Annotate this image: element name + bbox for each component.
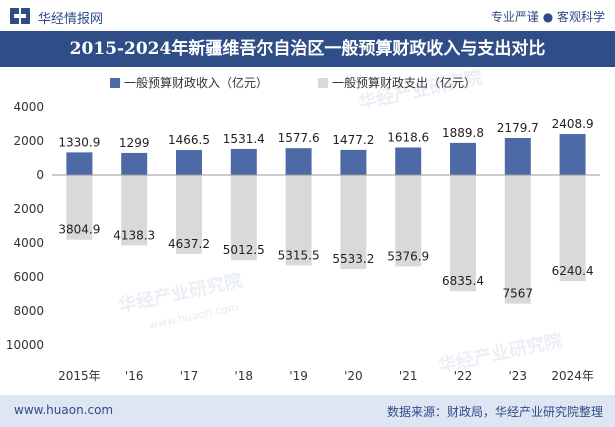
data-labels: 1330.9 3804.9 1299 4138.3 1466.5 4637.2 1531.4… bbox=[58, 117, 593, 301]
expenditure-value-label: 5012.5 bbox=[223, 243, 265, 257]
expenditure-bar bbox=[176, 175, 202, 254]
x-axis: 2015年 '16 '17 '18 '19 '20 '21 '22 '23 2024年 bbox=[58, 369, 594, 383]
expenditure-value-label: 3804.9 bbox=[58, 223, 100, 237]
revenue-value-label: 1618.6 bbox=[387, 130, 429, 144]
watermark-text: 华经产业研究院 bbox=[356, 67, 484, 114]
legend-swatch-revenue bbox=[110, 78, 120, 88]
revenue-value-label: 1577.6 bbox=[278, 131, 320, 145]
footer: www.huaon.com 数据来源：财政局，华经产业研究院整理 bbox=[0, 395, 615, 427]
x-tick-label: '20 bbox=[344, 369, 363, 383]
revenue-bar bbox=[285, 148, 312, 175]
revenue-value-label: 1531.4 bbox=[223, 132, 265, 146]
expenditure-bar bbox=[559, 175, 586, 282]
expenditure-bar bbox=[450, 175, 476, 292]
x-tick-label: 2015年 bbox=[58, 369, 101, 383]
expenditure-value-label: 7567 bbox=[503, 287, 534, 301]
x-tick-label: '19 bbox=[289, 369, 308, 383]
revenue-value-label: 1466.5 bbox=[168, 133, 210, 147]
title-bar: 2015-2024年新疆维吾尔自治区一般预算财政收入与支出对比 bbox=[0, 31, 615, 67]
revenue-value-label: 1477.2 bbox=[332, 133, 374, 147]
bars bbox=[52, 134, 600, 304]
legend: 一般预算财政收入（亿元） 一般预算财政支出（亿元） bbox=[110, 75, 476, 90]
tagline: 专业严谨 ● 客观科学 bbox=[490, 10, 605, 24]
revenue-bar bbox=[450, 142, 476, 175]
expenditure-value-label: 5376.9 bbox=[387, 249, 429, 263]
brand-logo-icon bbox=[10, 8, 30, 24]
revenue-bar bbox=[504, 137, 531, 175]
brand-name: 华经情报网 bbox=[38, 12, 104, 27]
x-tick-label: '18 bbox=[235, 369, 254, 383]
expenditure-value-label: 6835.4 bbox=[442, 274, 484, 288]
y-tick-label: 4000 bbox=[13, 236, 44, 250]
expenditure-value-label: 5315.5 bbox=[278, 248, 320, 262]
y-tick-label: 8000 bbox=[13, 304, 44, 318]
revenue-bar bbox=[395, 147, 422, 175]
x-tick-label: 2024年 bbox=[551, 369, 594, 383]
revenue-bar bbox=[340, 149, 367, 175]
expenditure-bar bbox=[395, 175, 422, 267]
y-tick-label: 4000 bbox=[13, 100, 44, 114]
y-tick-label: 2000 bbox=[13, 134, 44, 148]
x-tick-label: '21 bbox=[399, 369, 418, 383]
x-tick-label: '16 bbox=[125, 369, 144, 383]
revenue-bar bbox=[121, 152, 148, 175]
footer-source: 数据来源：财政局，华经产业研究院整理 bbox=[386, 405, 603, 419]
top-bar: 华经情报网 专业严谨 ● 客观科学 bbox=[0, 0, 615, 31]
expenditure-value-label: 4637.2 bbox=[168, 237, 210, 251]
y-tick-label: 10000 bbox=[6, 338, 44, 352]
expenditure-bar bbox=[504, 175, 531, 304]
chart-title: 2015-2024年新疆维吾尔自治区一般预算财政收入与支出对比 bbox=[69, 39, 546, 59]
x-tick-label: '22 bbox=[454, 369, 473, 383]
revenue-bar bbox=[176, 150, 202, 175]
expenditure-bar bbox=[121, 175, 148, 246]
revenue-value-label: 2179.7 bbox=[497, 121, 539, 135]
revenue-value-label: 2408.9 bbox=[552, 117, 594, 131]
y-axis: 4000 2000 0 2000 4000 6000 8000 10000 bbox=[6, 100, 44, 352]
revenue-bar bbox=[66, 152, 93, 175]
legend-label-revenue: 一般预算财政收入（亿元） bbox=[124, 75, 268, 90]
expenditure-bar bbox=[285, 175, 312, 266]
y-tick-label: 2000 bbox=[13, 202, 44, 216]
y-tick-label: 0 bbox=[36, 168, 44, 182]
x-tick-label: '17 bbox=[180, 369, 199, 383]
x-tick-label: '23 bbox=[509, 369, 528, 383]
expenditure-bar bbox=[340, 175, 367, 270]
revenue-value-label: 1299 bbox=[119, 136, 150, 150]
expenditure-value-label: 4138.3 bbox=[113, 228, 155, 242]
expenditure-bar bbox=[66, 175, 93, 240]
expenditure-value-label: 6240.4 bbox=[552, 264, 594, 278]
y-tick-label: 6000 bbox=[13, 270, 44, 284]
revenue-value-label: 1330.9 bbox=[58, 135, 100, 149]
revenue-bar bbox=[559, 134, 586, 175]
footer-url: www.huaon.com bbox=[14, 403, 114, 417]
revenue-value-label: 1889.8 bbox=[442, 126, 484, 140]
legend-swatch-expenditure bbox=[318, 78, 328, 88]
revenue-bar bbox=[230, 148, 257, 175]
expenditure-bar bbox=[230, 175, 257, 261]
legend-label-expenditure: 一般预算财政支出（亿元） bbox=[332, 75, 476, 90]
expenditure-value-label: 5533.2 bbox=[332, 252, 374, 266]
